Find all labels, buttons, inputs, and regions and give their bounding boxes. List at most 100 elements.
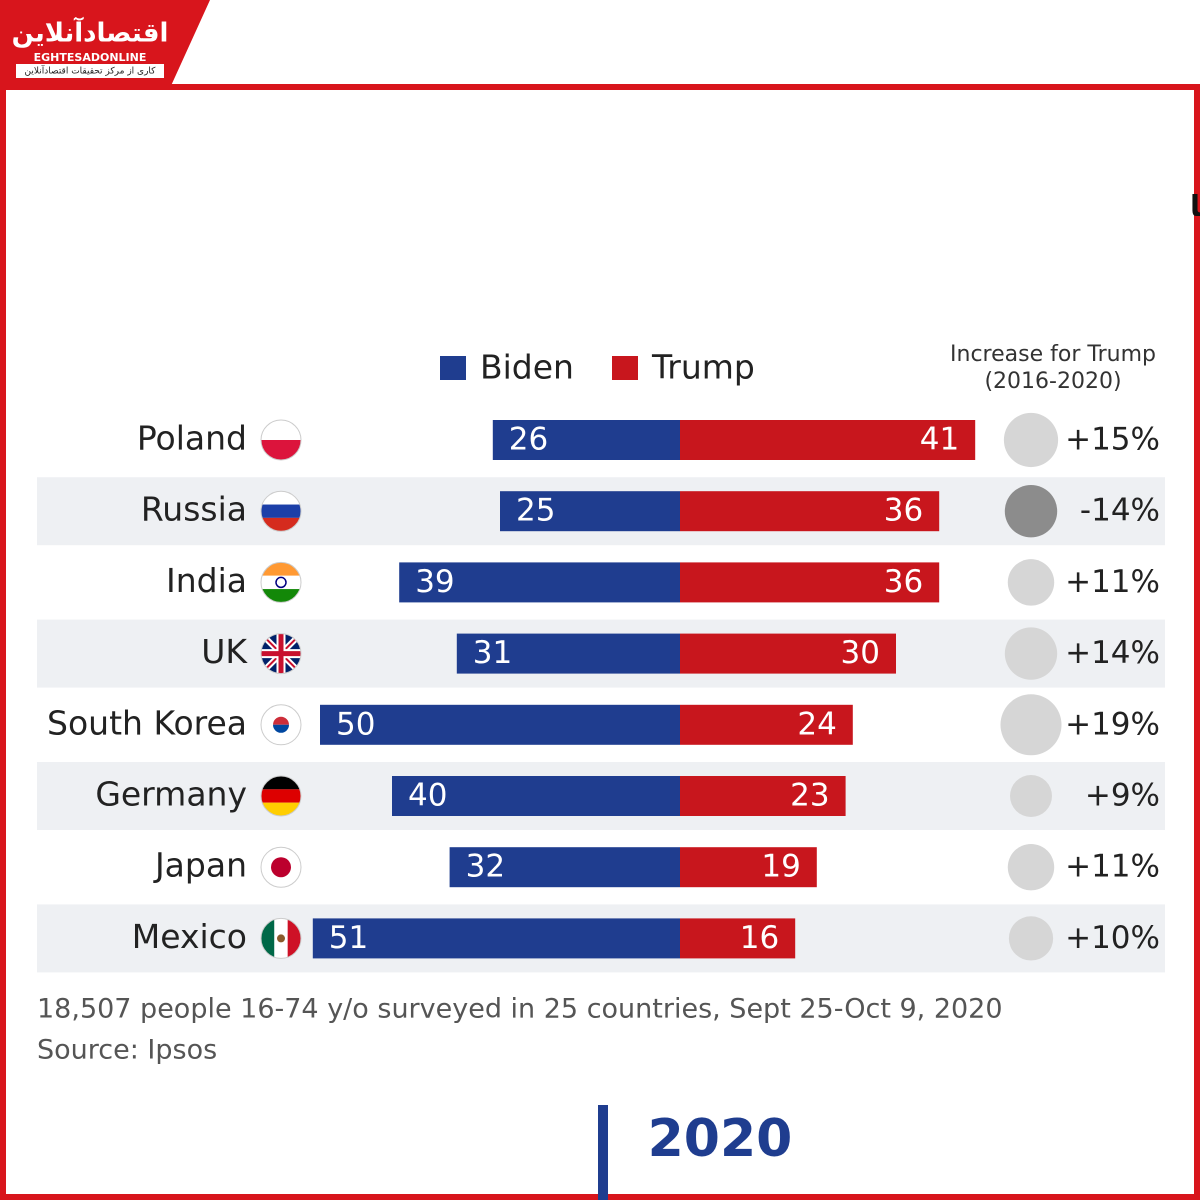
flag-1 (261, 491, 301, 532)
flag-stripe (261, 789, 301, 803)
category-label: Japan (153, 846, 247, 885)
flag-7 (261, 918, 301, 959)
increase-bubble (1008, 916, 1054, 961)
increase-subtitle: (2016-2020) (984, 369, 1121, 394)
bar-trump (680, 491, 940, 532)
increase-label: +19% (1065, 706, 1160, 742)
bar-trump (680, 918, 796, 959)
flag-ring (260, 775, 302, 817)
flag-ring (260, 846, 302, 888)
value-label: 36 (884, 564, 923, 600)
flag-ring (260, 633, 302, 675)
bar-biden (312, 918, 680, 959)
legend-swatch (440, 356, 466, 380)
legend-swatch (612, 356, 638, 380)
flag-ring (260, 490, 302, 532)
flag-yin (273, 716, 289, 725)
flag-cross (261, 633, 301, 674)
flag-4 (261, 704, 301, 745)
flag-stripe (261, 562, 301, 576)
category-label: Mexico (132, 917, 247, 956)
flag-stripe (261, 776, 301, 790)
footer-bar (598, 1105, 608, 1200)
value-label: 24 (797, 706, 836, 742)
flag-stripe (261, 504, 301, 518)
value-label: 36 (884, 493, 923, 529)
category-label: Germany (95, 775, 247, 814)
value-label: 16 (740, 920, 779, 956)
bar-trump (680, 847, 817, 888)
flag-sun (271, 857, 291, 878)
category-label: Russia (141, 490, 247, 529)
value-label: 50 (336, 706, 375, 742)
flag-3 (261, 633, 301, 674)
logo-name: اقتصادآنلاین (12, 17, 169, 49)
flag-stripe (261, 491, 301, 505)
value-label: 19 (761, 849, 800, 885)
flag-5 (261, 776, 301, 816)
flag-wheel (275, 576, 287, 589)
value-label: 41 (920, 422, 959, 458)
increase-bubble (1004, 627, 1058, 680)
increase-bubble (1010, 775, 1052, 817)
legend-label: Biden (480, 348, 574, 387)
increase-label: -14% (1080, 493, 1160, 529)
bar-biden (500, 491, 680, 532)
flag-stripe (261, 575, 301, 590)
category-label: Poland (137, 419, 247, 458)
bar-biden (392, 776, 680, 816)
flag-yang (273, 724, 289, 733)
category-label: India (166, 561, 247, 600)
increase-label: +9% (1085, 778, 1160, 814)
source: Source: Ipsos (37, 1035, 217, 1066)
bar-trump (680, 704, 853, 745)
increase-bubble (1007, 843, 1055, 891)
flag-stripe (261, 517, 301, 532)
value-label: 23 (790, 778, 829, 814)
flag-stripe (261, 420, 301, 440)
increase-label: +14% (1065, 635, 1160, 671)
flag-ring (260, 561, 302, 603)
logo-tagline: کاری از مرکز تحقیقات اقتصادآنلاین (25, 65, 157, 77)
value-label: 30 (841, 635, 880, 671)
logo-tag-bg (16, 64, 164, 78)
plot: Biden Trump Poland 26 41 +15% Russia 25 36 -14% In… (37, 348, 1165, 973)
increase-bubble (1007, 559, 1055, 606)
bar-trump (680, 776, 846, 816)
bar-trump (680, 633, 896, 674)
flag-stripe (287, 918, 301, 959)
value-label: 25 (516, 493, 555, 529)
bar-biden (456, 633, 680, 674)
value-label: 39 (415, 564, 454, 600)
value-label: 31 (473, 635, 512, 671)
value-label: 32 (466, 849, 505, 885)
flag-6 (261, 847, 301, 888)
increase-label: +10% (1065, 920, 1160, 956)
flag-ring (260, 419, 302, 461)
increase-title: Increase for Trump (950, 342, 1156, 367)
increase-bubble (1003, 412, 1059, 468)
increase-bubble (1000, 694, 1062, 756)
legend-label: Trump (651, 348, 755, 387)
bar-biden (320, 704, 680, 745)
logo-latin: EGHTESADONLINE (34, 51, 147, 64)
bar-trump (680, 562, 940, 603)
flag-ring (260, 704, 302, 746)
increase-label: +11% (1065, 564, 1160, 600)
bar-biden (492, 420, 680, 460)
value-label: 40 (408, 778, 447, 814)
footer-logo: 2020 (648, 1109, 793, 1169)
value-label: 26 (509, 422, 548, 458)
increase-label: +15% (1065, 422, 1160, 458)
flag-stripe (261, 918, 275, 959)
chart-title: نظر مردم کشورهای منتخب در خصوص امکان پیر… (1190, 188, 1200, 224)
flag-2 (261, 562, 301, 603)
bar-biden (399, 562, 680, 603)
flag-emblem (277, 934, 285, 943)
flag-0 (261, 420, 301, 460)
increase-bubble (1004, 485, 1058, 538)
value-label: 51 (329, 920, 368, 956)
flag-stripe (261, 440, 301, 460)
category-label: South Korea (47, 703, 247, 742)
